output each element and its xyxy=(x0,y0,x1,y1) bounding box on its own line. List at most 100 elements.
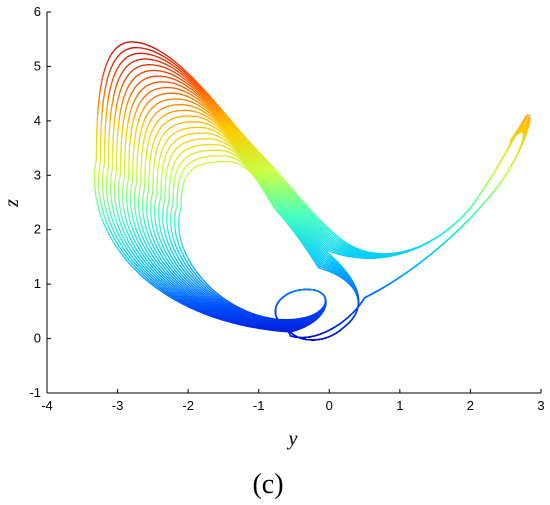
trajectory-segment xyxy=(348,245,355,250)
trajectory-segment xyxy=(130,128,133,135)
trajectory-segment xyxy=(156,69,162,72)
trajectory-segment xyxy=(363,251,371,254)
trajectory-segment xyxy=(341,247,348,251)
trajectory-segment xyxy=(141,252,146,259)
trajectory-segment xyxy=(198,95,204,100)
trajectory-segment xyxy=(112,95,115,101)
trajectory-segment xyxy=(134,246,139,254)
trajectory-segment xyxy=(154,286,163,293)
trajectory-segment xyxy=(211,298,218,303)
trajectory-segment xyxy=(457,224,465,231)
trajectory-segment xyxy=(333,257,338,263)
trajectory-segment xyxy=(117,233,122,241)
trajectory-segment xyxy=(229,135,235,140)
trajectory-segment xyxy=(407,248,416,252)
trajectory-segment xyxy=(253,165,258,171)
trajectory-segment xyxy=(501,154,506,160)
trajectory-segment xyxy=(244,136,250,142)
trajectory-segment xyxy=(282,179,287,185)
trajectory-segment xyxy=(326,261,332,266)
trajectory-segment xyxy=(104,86,107,93)
trajectory-segment xyxy=(204,313,215,318)
trajectory-segment xyxy=(257,150,263,156)
trajectory-segment xyxy=(252,158,257,164)
trajectory-segment xyxy=(156,56,162,60)
trajectory-segment xyxy=(125,235,130,243)
trajectory-segment xyxy=(130,250,136,257)
trajectory-segment xyxy=(182,70,189,76)
trajectory-segment xyxy=(217,112,223,119)
trajectory-segment xyxy=(209,308,218,313)
trajectory-segment xyxy=(333,239,340,244)
trajectory-segment xyxy=(170,280,177,286)
trajectory-segment xyxy=(214,108,220,115)
trajectory-segment xyxy=(120,104,123,110)
trajectory-segment xyxy=(221,303,228,308)
trajectory-segment xyxy=(155,193,158,199)
trajectory-segment xyxy=(198,102,204,106)
trajectory-segment xyxy=(285,183,290,188)
x-tick-label: 0 xyxy=(326,398,333,413)
trajectory-segment xyxy=(162,257,167,263)
trajectory-segment xyxy=(142,269,149,276)
trajectory-segment xyxy=(164,60,171,64)
trajectory-segment xyxy=(241,317,250,321)
trajectory-segment xyxy=(324,254,330,259)
trajectory-segment xyxy=(149,270,156,276)
trajectory-segment xyxy=(222,310,230,315)
trajectory-segment xyxy=(231,312,239,316)
trajectory-segment xyxy=(224,117,230,123)
trajectory-segment xyxy=(148,265,154,272)
trajectory-segment xyxy=(344,253,351,257)
trajectory-segment xyxy=(286,187,291,193)
trajectory-segment xyxy=(260,165,265,170)
trajectory-segment xyxy=(97,107,99,115)
trajectory-segment xyxy=(114,169,118,177)
trajectory-segment xyxy=(133,267,140,274)
trajectory-segment xyxy=(342,268,347,273)
trajectory-segment xyxy=(145,237,150,244)
trajectory-segment xyxy=(114,112,117,119)
trajectory-segment xyxy=(246,148,251,154)
trajectory-segment xyxy=(250,155,255,161)
trajectory-segment xyxy=(195,92,201,97)
trajectory-segment xyxy=(346,249,353,253)
trajectory-segment xyxy=(207,298,214,303)
trajectory-segment xyxy=(241,148,246,154)
trajectory-segment xyxy=(212,110,218,116)
trajectory-segment xyxy=(279,174,284,179)
trajectory-segment xyxy=(140,240,145,247)
trajectory-segment xyxy=(238,140,244,146)
trajectory-segment xyxy=(120,239,125,246)
trajectory-segment xyxy=(132,238,137,245)
trajectory-segment xyxy=(193,288,200,294)
trajectory-segment xyxy=(124,213,127,220)
trajectory-segment xyxy=(277,178,282,183)
trajectory-segment xyxy=(231,133,236,139)
trajectory-segment xyxy=(231,129,237,135)
trajectory-segment xyxy=(123,230,127,238)
trajectory-segment xyxy=(240,140,245,147)
trajectory-segment xyxy=(137,251,143,258)
trajectory-segment xyxy=(187,86,193,91)
trajectory-segment xyxy=(138,247,143,254)
trajectory-segment xyxy=(109,212,113,220)
trajectory-segment xyxy=(119,172,122,179)
trajectory-segment xyxy=(236,137,242,143)
trajectory-segment xyxy=(204,295,211,300)
trajectory-segment xyxy=(145,265,151,272)
trajectory-segment xyxy=(132,229,136,236)
trajectory-segment xyxy=(442,227,450,234)
trajectory-segment xyxy=(130,258,137,266)
trajectory-segment xyxy=(489,173,494,180)
trajectory-segment xyxy=(355,256,363,259)
trajectory-segment xyxy=(290,189,295,195)
trajectory-segment xyxy=(220,307,228,311)
trajectory-segment xyxy=(94,163,97,171)
trajectory-segment xyxy=(174,291,182,297)
trajectory-segment xyxy=(255,150,260,155)
trajectory-segment xyxy=(167,230,170,236)
trajectory-segment xyxy=(148,48,154,52)
trajectory-segment xyxy=(191,94,197,99)
trajectory-segment xyxy=(168,234,171,240)
